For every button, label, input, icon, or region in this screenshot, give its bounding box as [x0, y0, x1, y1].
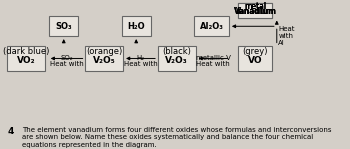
Bar — [158, 46, 196, 71]
Bar — [238, 3, 272, 18]
Bar — [238, 46, 272, 71]
Text: Vanadium: Vanadium — [236, 7, 274, 17]
Text: Heat
with
Al: Heat with Al — [278, 26, 295, 46]
Text: metal: metal — [244, 1, 266, 11]
Text: H₂: H₂ — [136, 55, 145, 61]
Bar — [85, 46, 123, 71]
Text: The element vanadium forms four different oxides whose formulas and interconvers: The element vanadium forms four differen… — [22, 127, 331, 148]
Text: Heat with: Heat with — [50, 60, 84, 66]
Text: VO: VO — [248, 56, 262, 65]
Text: H₂O: H₂O — [127, 22, 145, 31]
Text: Vanadium: Vanadium — [233, 7, 276, 16]
Bar — [238, 3, 272, 18]
Text: (black): (black) — [162, 47, 191, 56]
Text: V₂O₃: V₂O₃ — [166, 56, 188, 65]
Text: SO₂: SO₂ — [60, 55, 73, 61]
Bar — [49, 16, 78, 36]
Text: Heat with: Heat with — [196, 60, 230, 66]
Text: Heat with: Heat with — [124, 60, 158, 66]
Text: (grey): (grey) — [242, 47, 268, 56]
Text: Al₂O₃: Al₂O₃ — [199, 22, 224, 31]
Text: (orange): (orange) — [86, 47, 122, 56]
Text: Vanadium: Vanadium — [236, 7, 274, 17]
Bar — [194, 16, 229, 36]
Text: (dark blue): (dark blue) — [3, 47, 49, 56]
Text: V₂O₅: V₂O₅ — [93, 56, 116, 65]
Text: metal: metal — [244, 1, 266, 11]
Bar — [7, 46, 45, 71]
Text: metal: metal — [244, 2, 266, 11]
Text: 4: 4 — [7, 127, 14, 136]
Text: metallic V: metallic V — [196, 55, 230, 61]
Text: metal: metal — [244, 2, 266, 11]
Text: Vanadium: Vanadium — [233, 7, 276, 16]
Text: SO₃: SO₃ — [55, 22, 72, 31]
Text: VO₂: VO₂ — [17, 56, 35, 65]
Bar — [122, 16, 151, 36]
